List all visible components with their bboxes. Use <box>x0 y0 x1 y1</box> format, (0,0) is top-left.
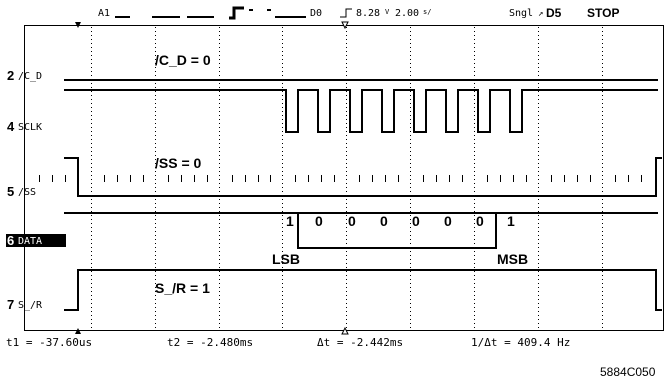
data-bit: 1 <box>507 213 515 229</box>
timebase-unit-icon: s/ <box>423 8 431 16</box>
trigger-level: 8.28 <box>356 8 380 19</box>
time-reference-bottom-marker <box>341 326 349 335</box>
t2-readout: t2 = -2.480ms <box>167 336 253 349</box>
data-bit: 0 <box>476 213 484 229</box>
channel-number: 7 <box>7 297 14 312</box>
run-state: STOP <box>587 6 619 20</box>
trigger-edge-icon <box>340 8 352 18</box>
channel-name: S_/R <box>18 300 43 311</box>
channel-name: /C_D <box>18 71 42 82</box>
waveforms <box>64 79 662 311</box>
data-bit: 1 <box>286 213 294 229</box>
delta-t-readout: Δt = -2.442ms <box>317 336 403 349</box>
data-bit: 0 <box>380 213 388 229</box>
channel-labels: 2 /C_D 4 SCLK 5 /SS 6 DATA 7 S_/R <box>6 68 66 312</box>
trigger-position-bottom-marker <box>75 328 81 334</box>
t1-readout: t1 = -37.60us <box>6 336 92 349</box>
waveform-data-low <box>297 213 497 249</box>
channel-number: 6 <box>7 233 14 248</box>
channel-number: 5 <box>7 184 14 199</box>
data-bit: 0 <box>348 213 356 229</box>
lsb-label: LSB <box>272 251 300 267</box>
sr-annotation: S_/R = 1 <box>155 280 210 296</box>
d-channel-label: D0 <box>310 8 322 19</box>
channel-number: 2 <box>7 68 14 83</box>
waveform-ss <box>64 157 662 197</box>
selected-channel-highlight <box>6 234 66 247</box>
waveform-sr <box>64 269 662 311</box>
channel-number: 4 <box>7 119 15 134</box>
volts-unit-icon: V <box>385 8 390 16</box>
channel-a-label: A1 <box>98 8 110 19</box>
trigger-edge-small-icon: ↗ <box>538 9 543 19</box>
data-bit: 0 <box>315 213 323 229</box>
ss-annotation: /SS = 0 <box>155 155 202 171</box>
figure-id: 5884C050 <box>600 365 656 379</box>
msb-label: MSB <box>497 251 528 267</box>
waveform-sclk <box>64 89 658 133</box>
cd-annotation: /C_D = 0 <box>155 52 211 68</box>
measurement-readout: t1 = -37.60us t2 = -2.480ms Δt = -2.442m… <box>6 336 570 349</box>
status-bar: A1 D0 8.28 V 2.00 s/ Sngl ↗ D5 STOP <box>98 6 619 20</box>
annotations: /C_D = 0 /SS = 0 S_/R = 1 1 0 0 0 0 0 0 … <box>155 52 528 296</box>
time-reference-top-marker <box>341 21 349 30</box>
channel-name: DATA <box>18 236 42 247</box>
trigger-position-top-marker <box>75 22 81 28</box>
timebase-value: 2.00 <box>395 8 419 19</box>
inverse-delta-t-readout: 1/Δt = 409.4 Hz <box>471 336 570 349</box>
trigger-channel: D5 <box>546 6 562 20</box>
digital-level-icon <box>229 6 244 20</box>
acquisition-mode: Sngl <box>509 8 533 19</box>
screen-frame <box>24 25 664 331</box>
data-bit: 0 <box>412 213 420 229</box>
channel-name: /SS <box>18 187 36 198</box>
channel-name: SCLK <box>18 122 42 133</box>
data-bit: 0 <box>444 213 452 229</box>
center-ticks <box>39 175 642 182</box>
